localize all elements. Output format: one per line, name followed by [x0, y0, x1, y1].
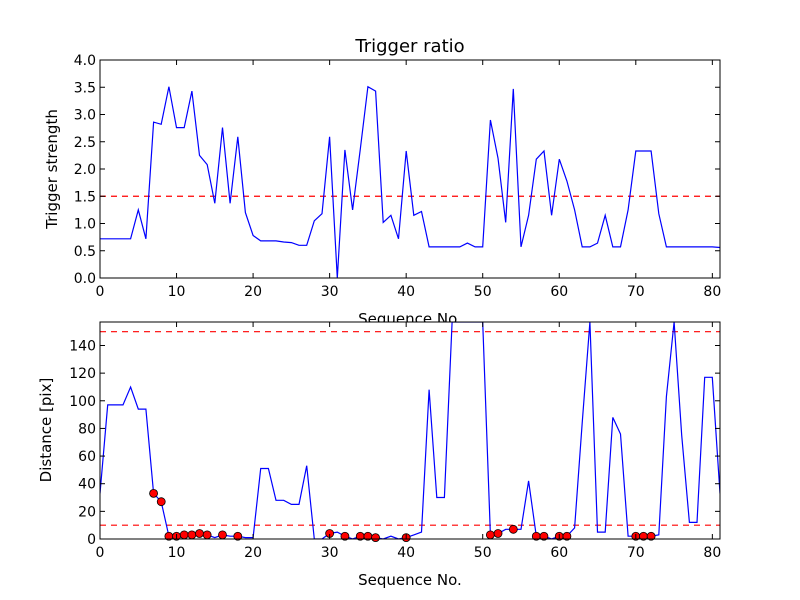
y-tick-label: 3.5 — [74, 80, 96, 96]
y-tick-label: 100 — [69, 394, 96, 410]
y-tick-label: 4.0 — [74, 53, 96, 69]
axis-ticks: 0 10 20 30 40 50 60 70 80 0.0 0.5 1.0 1.5 2.0 2.5 3.0 3.… — [74, 53, 722, 300]
data-point — [179, 530, 189, 540]
x-tick-label: 60 — [550, 545, 568, 561]
y-tick-label: 60 — [78, 449, 96, 465]
data-point — [218, 530, 227, 540]
x-tick-label: 0 — [96, 284, 105, 300]
data-point — [539, 531, 549, 541]
y-axis-label: Trigger strength — [43, 109, 61, 230]
plot-frame — [99, 321, 721, 540]
data-point — [371, 533, 380, 543]
plot-frame — [99, 59, 721, 279]
y-tick-label: 20 — [78, 504, 96, 520]
y-tick-label: 3.0 — [74, 108, 96, 124]
threshold-lines — [100, 331, 720, 526]
plot-area — [100, 60, 720, 278]
y-tick-label: 140 — [69, 338, 96, 354]
x-tick-label: 60 — [550, 284, 568, 300]
data-point — [233, 531, 243, 541]
data-point — [156, 497, 166, 507]
y-tick-label: 0 — [87, 532, 96, 548]
y-axis-label: Distance [pix] — [37, 378, 55, 483]
y-tick-label: 0.5 — [74, 244, 96, 260]
distance-panel: 0 10 20 30 40 50 60 70 80 0 20 40 60 80 100 120 140 Sequ… — [37, 321, 721, 589]
data-point — [508, 524, 518, 534]
data-point — [202, 530, 212, 540]
y-tick-label: 1.5 — [74, 189, 96, 205]
data-point — [485, 530, 495, 540]
y-tick-label: 40 — [78, 477, 96, 493]
data-point — [187, 530, 197, 540]
x-tick-label: 0 — [96, 545, 105, 561]
x-tick-label: 70 — [627, 284, 645, 300]
x-tick-label: 10 — [168, 545, 186, 561]
series-line — [100, 85, 720, 278]
data-point — [562, 531, 572, 541]
x-tick-label: 20 — [244, 545, 262, 561]
x-tick-label: 70 — [627, 545, 645, 561]
series-lines — [100, 85, 720, 278]
chart-title: Trigger ratio — [354, 36, 464, 57]
x-tick-label: 40 — [397, 545, 415, 561]
x-tick-label: 50 — [474, 284, 492, 300]
y-tick-label: 2.5 — [74, 135, 96, 151]
y-tick-label: 80 — [78, 421, 96, 437]
x-tick-label: 50 — [474, 545, 492, 561]
y-tick-label: 1.0 — [74, 217, 96, 233]
x-tick-label: 20 — [244, 284, 262, 300]
x-axis-label: Sequence No. — [358, 571, 462, 589]
data-point — [340, 531, 350, 541]
trigger-ratio-panel: Trigger ratio 0 10 20 30 40 50 60 70 80 0.0 0.5 1.0… — [43, 36, 721, 328]
axis-ticks: 0 10 20 30 40 50 60 70 80 0 20 40 60 80 100 120 140 — [69, 322, 721, 561]
x-tick-label: 80 — [703, 545, 721, 561]
plot-area — [100, 322, 720, 539]
data-point — [646, 531, 656, 541]
data-point — [493, 529, 503, 538]
x-tick-label: 80 — [703, 284, 721, 300]
x-tick-label: 40 — [397, 284, 415, 300]
y-tick-label: 2.0 — [74, 162, 96, 178]
x-tick-label: 30 — [321, 545, 339, 561]
data-point — [149, 488, 158, 498]
x-tick-label: 30 — [321, 284, 339, 300]
y-tick-label: 0.0 — [74, 271, 96, 287]
data-point — [195, 529, 204, 538]
y-tick-label: 120 — [69, 366, 96, 382]
x-tick-label: 10 — [168, 284, 186, 300]
